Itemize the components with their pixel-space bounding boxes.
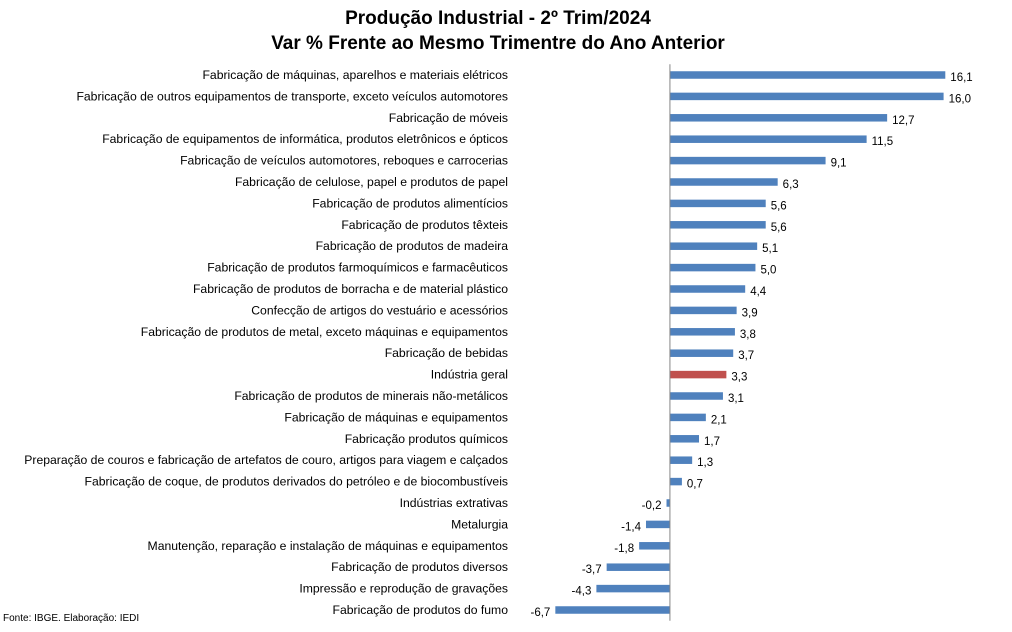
data-label: 5,0 — [760, 265, 776, 277]
category-label: Fabricação de coque, de produtos derivad… — [85, 475, 508, 489]
data-label: 5,6 — [771, 200, 787, 212]
bar — [669, 135, 867, 143]
data-label: -4,3 — [572, 586, 592, 598]
category-label: Indústrias extrativas — [400, 496, 508, 510]
data-label: 5,6 — [771, 222, 787, 234]
data-label: 3,8 — [740, 329, 756, 341]
bar — [669, 114, 888, 122]
data-label: 3,1 — [728, 393, 744, 405]
bar — [669, 328, 735, 336]
chart-subtitle: Var % Frente ao Mesmo Trimentre do Ano A… — [271, 33, 725, 54]
category-label: Fabricação de equipamentos de informátic… — [102, 132, 508, 146]
data-label: 3,3 — [731, 372, 747, 384]
data-label: 2,1 — [711, 414, 727, 426]
data-label: -6,7 — [531, 607, 551, 619]
category-label: Fabricação de bebidas — [385, 346, 508, 360]
bar — [669, 306, 737, 315]
data-label: 6,3 — [783, 179, 799, 191]
data-label: 1,3 — [697, 457, 713, 469]
category-label: Fabricação de produtos farmoquímicos e f… — [207, 261, 508, 275]
data-label: -3,7 — [582, 564, 602, 576]
chart-title: Produção Industrial - 2º Trim/2024 — [345, 8, 651, 29]
category-label: Fabricação de produtos de borracha e de … — [193, 282, 508, 296]
bar — [669, 221, 766, 229]
category-label: Fabricação de móveis — [389, 111, 508, 125]
category-label: Fabricação de produtos de minerais não-m… — [234, 389, 508, 403]
category-label: Preparação de couros e fabricação de art… — [24, 453, 508, 467]
bar — [666, 499, 670, 507]
bar — [669, 349, 734, 357]
category-label: Fabricação produtos químicos — [345, 432, 508, 446]
data-label: -0,2 — [642, 500, 662, 512]
chart-title-block: Produção Industrial - 2º Trim/2024 Var %… — [0, 6, 996, 56]
data-label: 3,9 — [742, 307, 758, 319]
data-label: 16,1 — [950, 72, 972, 84]
bar — [669, 263, 756, 272]
data-label: 9,1 — [831, 158, 847, 170]
category-label: Fabricação de celulose, papel e produtos… — [235, 175, 508, 189]
data-label: 0,7 — [687, 479, 703, 491]
bar — [669, 435, 700, 443]
bar — [669, 242, 758, 250]
category-label: Impressão e reprodução de gravações — [299, 582, 508, 596]
bar — [606, 563, 670, 571]
category-label: Indústria geral — [431, 368, 508, 382]
data-label: -1,8 — [614, 543, 634, 555]
bar — [669, 370, 727, 379]
data-label: -1,4 — [621, 521, 641, 533]
category-label: Manutenção, reparação e instalação de má… — [148, 539, 508, 553]
category-label: Confecção de artigos do vestuário e aces… — [251, 303, 508, 317]
data-label: 16,0 — [949, 93, 971, 105]
bar — [669, 456, 693, 464]
category-label: Fabricação de veículos automotores, rebo… — [180, 154, 508, 168]
category-label: Fabricação de produtos do fumo — [333, 603, 509, 617]
bar — [669, 392, 723, 400]
data-label: 3,7 — [738, 350, 754, 362]
data-label: 11,5 — [872, 136, 894, 148]
source-note: Fonte: IBGE. Elaboração: IEDI — [3, 613, 140, 624]
bar — [639, 542, 670, 550]
category-label: Fabricação de produtos de madeira — [316, 239, 509, 253]
bar — [645, 520, 670, 529]
category-label: Fabricação de máquinas e equipamentos — [284, 410, 508, 424]
data-label: 4,4 — [750, 286, 767, 298]
category-label: Metalurgia — [451, 517, 508, 531]
bar — [669, 285, 746, 293]
bar — [669, 178, 778, 186]
bar — [669, 199, 766, 208]
category-label: Fabricação de produtos têxteis — [341, 218, 508, 232]
bar — [669, 477, 682, 486]
category-label: Fabricação de produtos de metal, exceto … — [141, 325, 508, 339]
data-label: 12,7 — [892, 115, 914, 127]
bar — [555, 606, 670, 614]
category-label: Fabricação de produtos diversos — [331, 560, 508, 574]
bar — [669, 92, 944, 101]
category-label: Fabricação de outros equipamentos de tra… — [76, 89, 508, 103]
data-label: 5,1 — [762, 243, 778, 255]
data-label: 1,7 — [704, 436, 720, 448]
bar — [669, 156, 826, 165]
bar — [596, 584, 670, 593]
bar — [669, 413, 706, 422]
bar — [669, 71, 946, 79]
category-label: Fabricação de produtos alimentícios — [312, 196, 508, 210]
category-label: Fabricação de máquinas, aparelhos e mate… — [202, 68, 508, 82]
